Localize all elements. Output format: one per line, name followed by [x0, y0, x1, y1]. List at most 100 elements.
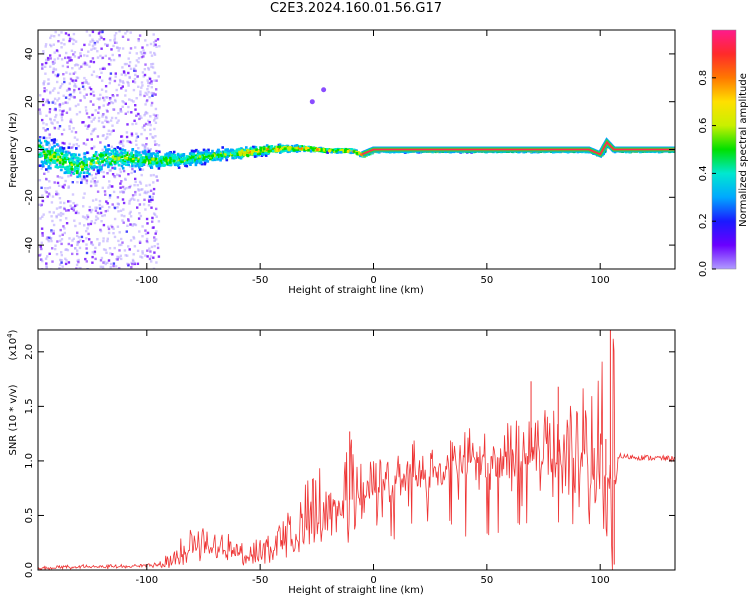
spectrogram-noise-cell	[85, 93, 88, 96]
spectrogram-noise-cell	[55, 253, 59, 256]
spectrogram-noise-cell	[60, 259, 63, 262]
spectrogram-noise-cell	[99, 259, 103, 262]
spectrogram-noise-cell	[149, 255, 153, 258]
snr-x-tick-label: -50	[252, 575, 268, 586]
spectrogram-noise-cell	[40, 203, 43, 206]
spectrogram-cell	[164, 153, 167, 156]
spectrogram-noise-cell	[122, 208, 125, 211]
spectrogram-noise-cell	[138, 230, 141, 233]
spectrogram-noise-cell	[54, 68, 58, 71]
spectrogram-cell	[207, 154, 211, 158]
spectrogram-cell	[104, 151, 107, 154]
spectrogram-cell	[67, 146, 71, 149]
spectrogram-noise-cell	[127, 186, 131, 189]
spectrogram-noise-cell	[50, 215, 53, 218]
spectrogram-cell	[125, 156, 129, 160]
spectrogram-noise-cell	[121, 185, 125, 189]
spectrogram-cell	[350, 148, 353, 151]
spectrogram-noise-cell	[119, 108, 122, 111]
spectrogram-cell	[83, 152, 86, 155]
spectrogram-noise-cell	[59, 85, 63, 88]
spectrogram-noise-cell	[156, 242, 160, 246]
spectrogram-noise-cell	[120, 180, 123, 183]
spectrogram-noise-cell	[58, 267, 61, 269]
spectrogram-noise-cell	[62, 109, 65, 112]
spectrogram-noise-cell	[53, 51, 56, 54]
spectrogram-noise-cell	[83, 224, 86, 227]
spectrogram-noise-cell	[139, 93, 142, 97]
spectrogram-noise-cell	[46, 236, 49, 239]
spectrogram-noise-cell	[43, 80, 46, 83]
spectrogram-noise-cell	[58, 206, 61, 209]
spectrogram-noise-cell	[134, 46, 137, 49]
spectrogram-plot-area	[38, 30, 675, 269]
spectrogram-noise-cell	[49, 118, 52, 121]
spectrogram-noise-cell	[108, 180, 111, 183]
spectrogram-noise-cell	[49, 164, 52, 167]
spectrogram-noise-cell	[93, 252, 96, 255]
spectrogram-noise-cell	[139, 114, 142, 118]
spectrogram-noise-cell	[121, 47, 125, 50]
spectrogram-noise-cell	[109, 72, 113, 75]
spectrogram-noise-cell	[88, 65, 91, 68]
spectrogram-noise-cell	[120, 87, 123, 90]
spectrogram-cell	[153, 159, 156, 162]
spectrogram-noise-cell	[137, 57, 141, 60]
spectrogram-cell	[112, 152, 115, 155]
spectrogram-cell	[193, 149, 197, 153]
spectrogram-noise-cell	[88, 86, 92, 89]
spectrogram-cell	[231, 156, 234, 160]
spectrogram-cell	[111, 159, 114, 162]
spectrogram-noise-cell	[121, 241, 124, 244]
spectrogram-cell	[200, 155, 203, 159]
spectrogram-cell	[58, 149, 62, 152]
spectrogram-noise-cell	[151, 94, 154, 97]
spectrogram-noise-cell	[113, 217, 117, 221]
spectrogram-noise-cell	[64, 262, 68, 266]
spectrogram-noise-cell	[155, 45, 158, 48]
spectrogram-noise-cell	[72, 72, 75, 75]
spectrogram-noise-cell	[83, 88, 86, 91]
spectrogram-noise-cell	[82, 121, 85, 124]
spectrogram-noise-cell	[86, 215, 90, 219]
spectrogram-noise-cell	[41, 118, 44, 122]
spectrogram-noise-cell	[101, 79, 104, 82]
spectrogram-noise-cell	[137, 39, 140, 43]
spectrogram-cell	[68, 170, 71, 173]
spectrogram-cell	[90, 159, 93, 163]
spectrogram-cell	[266, 152, 269, 155]
spectrogram-cell	[94, 157, 97, 160]
spectrogram-noise-cell	[96, 56, 100, 59]
spectrogram-cell	[123, 158, 127, 161]
spectrogram-noise-cell	[61, 113, 64, 116]
spectrogram-noise-cell	[67, 56, 70, 59]
spectrogram-cell	[138, 168, 142, 171]
spectrogram-noise-cell	[47, 240, 50, 243]
spectrogram-cell	[217, 148, 220, 152]
spectrogram-cell	[84, 161, 88, 164]
spectrogram-noise-cell	[71, 252, 74, 256]
spectrogram-noise-cell	[67, 186, 70, 189]
spectrogram-noise-cell	[55, 139, 58, 142]
spectrogram-noise-cell	[155, 230, 158, 233]
spectrogram-noise-cell	[121, 35, 125, 38]
spectrogram-cell	[76, 160, 80, 163]
spectrogram-cell	[240, 155, 244, 159]
spectrogram-noise-cell	[114, 265, 118, 268]
spectrogram-cell	[240, 151, 243, 155]
spectrogram-cell	[322, 148, 326, 152]
spectrogram-cell	[175, 157, 179, 161]
spectrogram-noise-cell	[140, 52, 144, 55]
spectrogram-cell	[292, 148, 296, 152]
spectrogram-cell	[148, 164, 152, 167]
spectrogram-noise-cell	[48, 108, 52, 111]
spectrogram-cell	[197, 159, 201, 162]
spectrogram-noise-cell	[152, 173, 155, 177]
spectrogram-cell	[172, 159, 176, 163]
spectrogram-cell	[65, 153, 69, 157]
spectrogram-noise-cell	[124, 254, 127, 257]
spectrogram-noise-cell	[44, 257, 48, 260]
spectrogram-cell	[264, 151, 267, 155]
spectrogram-cell	[215, 155, 219, 159]
spectrogram-cell	[154, 157, 157, 160]
